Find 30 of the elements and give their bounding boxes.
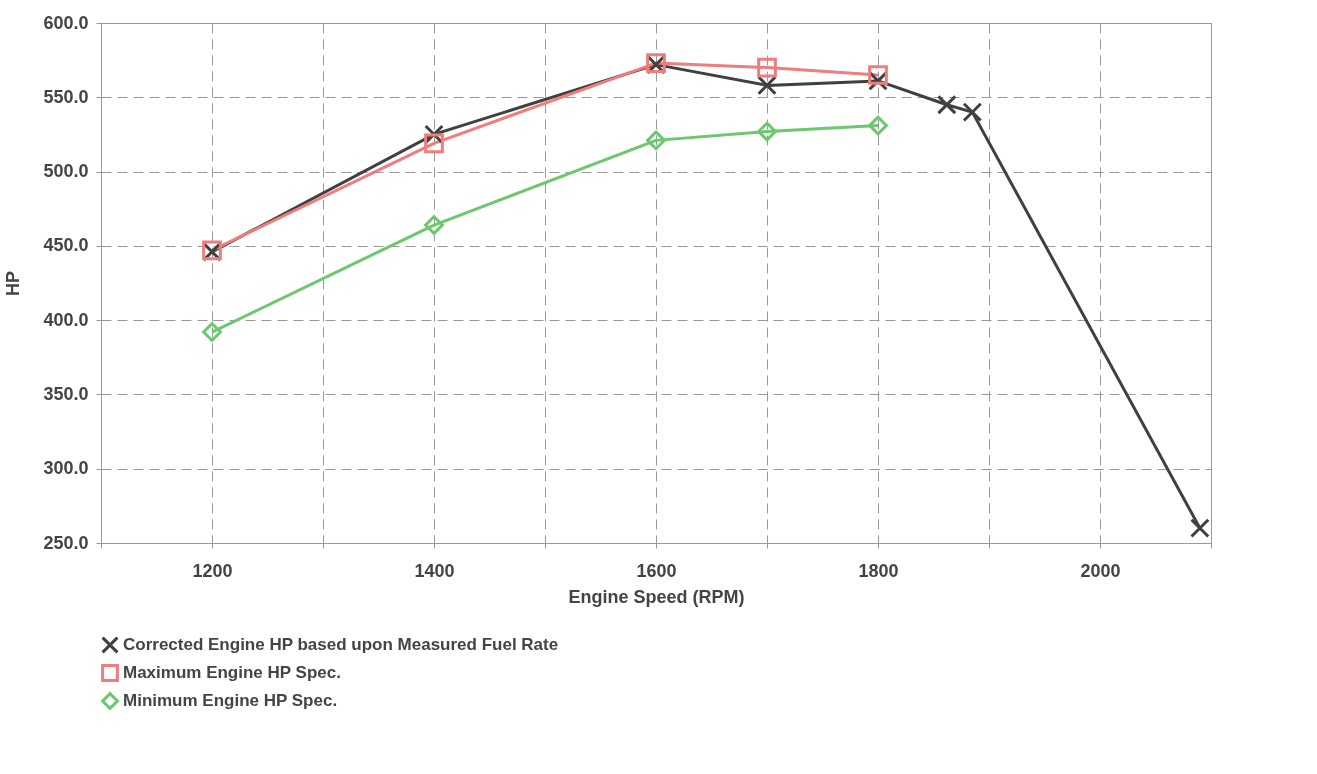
- x-tick-label: 1600: [636, 560, 677, 581]
- x-tick-label: 1800: [858, 560, 899, 581]
- legend-label: Minimum Engine HP Spec.: [123, 691, 338, 710]
- point: [868, 65, 888, 85]
- point: [868, 115, 888, 136]
- point: [424, 215, 444, 235]
- x-axis-title: Engine Speed (RPM): [568, 586, 745, 607]
- point: [962, 102, 983, 123]
- legend-label: Corrected Engine HP based upon Measured Fuel Rate: [123, 635, 559, 654]
- y-tick-label: 550.0: [43, 86, 89, 107]
- point: [646, 130, 666, 151]
- y-tick-label: 300.0: [43, 458, 89, 479]
- point: [757, 121, 777, 142]
- x-tick-label: 1400: [414, 560, 455, 581]
- x-tick-label: 1200: [192, 560, 233, 581]
- point: [936, 94, 957, 115]
- y-tick-label: 600.0: [43, 12, 89, 33]
- y-tick-label: 400.0: [43, 309, 89, 330]
- point: [1190, 518, 1210, 539]
- point: [757, 75, 777, 96]
- y-axis-title: HP: [3, 270, 24, 297]
- y-tick-label: 450.0: [43, 235, 89, 256]
- point: [757, 57, 777, 78]
- point: [202, 322, 222, 342]
- y-tick-label: 350.0: [43, 383, 89, 404]
- y-tick-label: 250.0: [43, 532, 89, 553]
- x-tick-label: 2000: [1080, 560, 1121, 581]
- point: [424, 133, 444, 154]
- y-tick-label: 500.0: [43, 161, 89, 182]
- legend-label: Maximum Engine HP Spec.: [123, 663, 341, 682]
